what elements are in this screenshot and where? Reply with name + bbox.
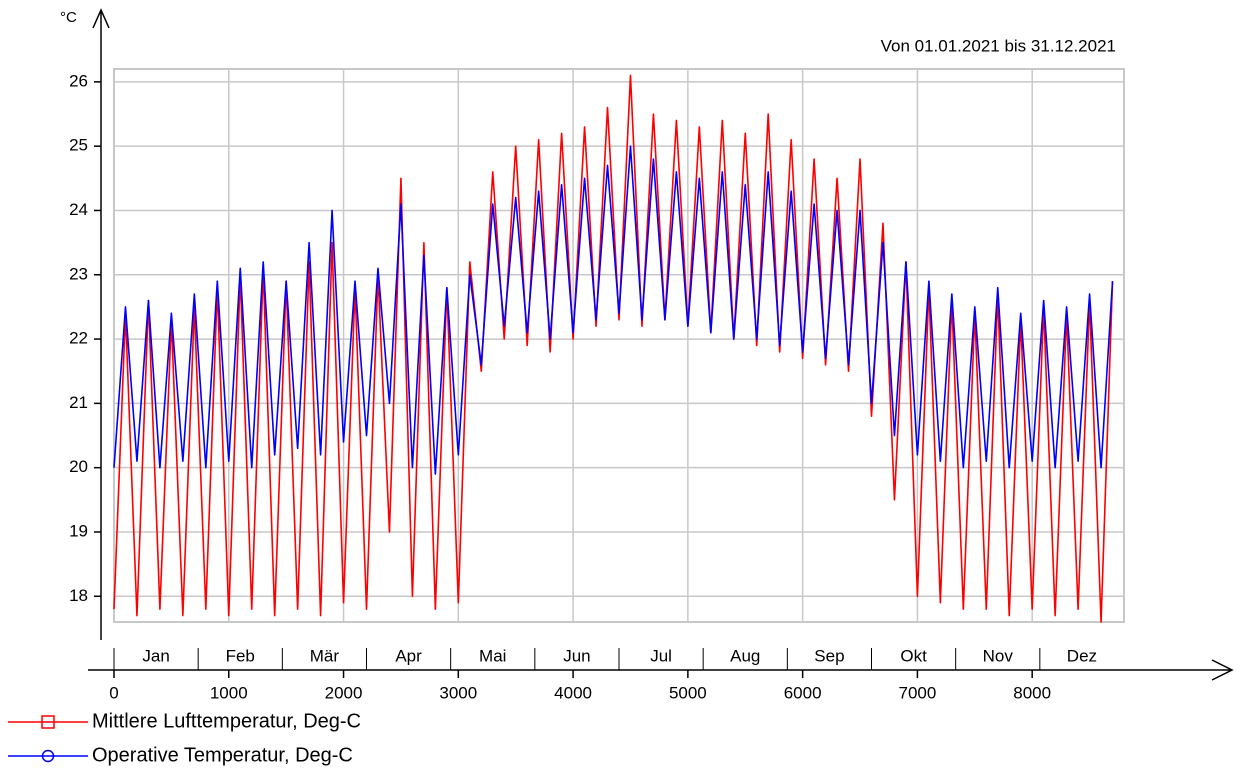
x-tick-label: 8000: [1013, 683, 1051, 702]
month-label: Mai: [479, 646, 506, 665]
series-line: [113, 145, 1114, 475]
x-tick-label: 1000: [210, 683, 248, 702]
month-label: Jul: [650, 646, 672, 665]
y-tick-label: 26: [69, 71, 88, 90]
legend-label: Operative Temperatur, Deg-C: [92, 744, 353, 766]
month-label: Jan: [142, 646, 169, 665]
y-axis: [92, 8, 110, 640]
month-label: Feb: [226, 646, 255, 665]
y-tick-label: 18: [69, 586, 88, 605]
legend-label: Mittlere Lufttemperatur, Deg-C: [92, 710, 361, 732]
y-tick-label: 21: [69, 393, 88, 412]
month-label: Sep: [814, 646, 844, 665]
grid: [113, 69, 1124, 622]
series: [113, 74, 1114, 623]
x-tick-label: 3000: [439, 683, 477, 702]
legend-marker: [41, 749, 55, 763]
x-tick-label: 2000: [325, 683, 363, 702]
chart-subtitle: Von 01.01.2021 bis 31.12.2021: [881, 36, 1116, 55]
y-tick-label: 25: [69, 136, 88, 155]
x-tick-label: 5000: [669, 683, 707, 702]
y-tick-label: 24: [69, 200, 88, 219]
month-label: Jun: [563, 646, 590, 665]
y-tick-label: 19: [69, 521, 88, 540]
legend: Mittlere Lufttemperatur, Deg-C Operative …: [8, 710, 361, 766]
x-tick-label: 6000: [784, 683, 822, 702]
y-unit: °C: [60, 9, 77, 26]
legend-marker: [41, 715, 55, 729]
x-tick-label: 4000: [554, 683, 592, 702]
x-tick-label: 7000: [898, 683, 936, 702]
x-tick-label: 0: [109, 683, 118, 702]
month-label: Okt: [900, 646, 927, 665]
month-label: Nov: [983, 646, 1014, 665]
month-label: Dez: [1067, 646, 1097, 665]
series-line: [113, 74, 1114, 623]
y-tick-label: 23: [69, 264, 88, 283]
y-tick-label: 20: [69, 457, 88, 476]
month-label: Aug: [730, 646, 760, 665]
y-tick-label: 22: [69, 329, 88, 348]
month-label: Apr: [395, 646, 422, 665]
month-label: Mär: [310, 646, 340, 665]
x-axis: [88, 659, 1234, 681]
